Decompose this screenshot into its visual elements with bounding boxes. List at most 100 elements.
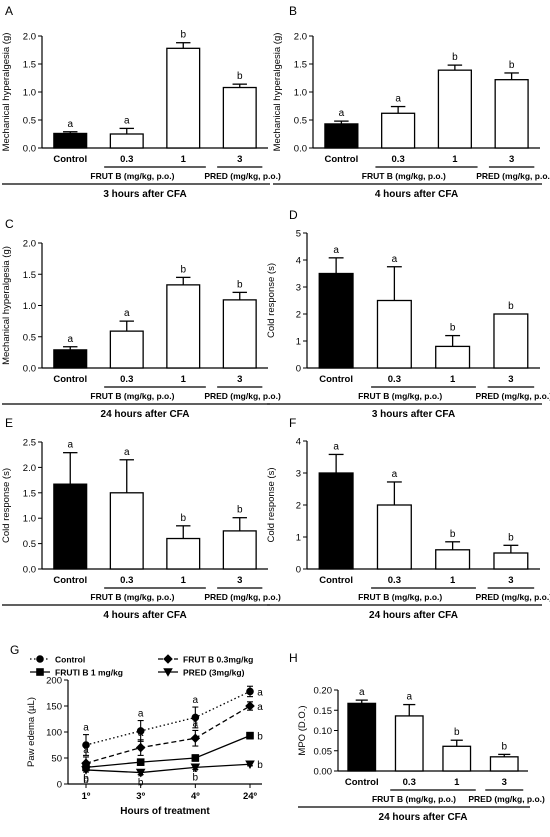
y-tick-label: 1.5 xyxy=(23,270,36,281)
x-tick-label: 24º xyxy=(243,791,258,802)
significance-letter: a xyxy=(67,440,73,451)
x-tick-label: 1 xyxy=(450,575,456,586)
point-marker xyxy=(136,758,145,766)
bar xyxy=(493,552,529,570)
group-label-pred: PRED (mg/kg, p.o.) xyxy=(468,794,545,804)
significance-letter: a xyxy=(257,702,263,713)
significance-letter: b xyxy=(193,772,199,783)
x-axis-label: Hours of treatment xyxy=(120,806,210,817)
y-tick-label: 1.5 xyxy=(23,60,36,71)
x-tick-label: 0.3 xyxy=(388,374,401,385)
point-marker xyxy=(190,733,201,744)
time-label: 4 hours after CFA xyxy=(103,610,186,621)
panel-letter: F xyxy=(289,416,296,430)
significance-letter: a xyxy=(392,469,398,480)
significance-letter: a xyxy=(406,692,412,703)
significance-letter: b xyxy=(508,532,514,543)
time-label: 3 hours after CFA xyxy=(103,189,186,200)
y-tick-label: 0.5 xyxy=(294,116,307,127)
significance-letter: b xyxy=(509,60,515,71)
panel-e: E 0.0 0.5 1.0 1.5 2.0 2.5 Cold response (s) a Con… xyxy=(1,416,281,621)
y-tick-label: 3 xyxy=(296,469,301,480)
significance-letter: a xyxy=(333,245,339,256)
significance-letter: b xyxy=(83,773,89,784)
significance-letter: b xyxy=(450,529,456,540)
x-tick-label: Control xyxy=(324,154,358,165)
x-tick-label: 3 xyxy=(502,777,507,788)
bar xyxy=(109,492,144,570)
y-tick-label: 1.0 xyxy=(23,514,36,525)
point-marker xyxy=(135,742,146,753)
time-label: 24 hours after CFA xyxy=(369,610,458,621)
x-tick-label: 1 xyxy=(181,154,187,165)
panel-letter: E xyxy=(5,416,13,430)
bar xyxy=(376,299,412,369)
point-marker xyxy=(36,668,44,676)
significance-letter: a xyxy=(83,745,89,756)
y-tick-label: 200 xyxy=(46,676,62,687)
y-tick-label: 1.5 xyxy=(294,60,307,71)
bar xyxy=(318,472,354,570)
panel-letter: A xyxy=(5,4,13,18)
bar xyxy=(53,132,88,149)
time-label: 4 hours after CFA xyxy=(375,189,458,200)
significance-letter: b xyxy=(180,264,186,275)
significance-letter: b xyxy=(257,732,263,743)
significance-letter: b xyxy=(180,513,186,524)
x-tick-label: 1 xyxy=(452,154,458,165)
group-label-frutb: FRUT B (mg/kg, p.o.) xyxy=(90,391,174,401)
bar xyxy=(222,530,257,570)
x-tick-label: 0.3 xyxy=(403,777,416,788)
significance-letter: b xyxy=(180,30,186,41)
panel-f: F 0 1 2 3 4 Cold response (s) a Control a 0.3 b 1 b 3 F… xyxy=(266,416,550,621)
significance-letter: a xyxy=(257,687,263,698)
x-tick-label: Control xyxy=(319,374,353,385)
bar xyxy=(53,483,88,570)
y-tick-label: 1 xyxy=(296,533,301,544)
y-tick-label: 1 xyxy=(296,337,301,348)
point-marker xyxy=(245,701,255,711)
bar xyxy=(324,123,359,149)
y-tick-label: 2.0 xyxy=(23,32,36,43)
y-tick-label: 0 xyxy=(296,565,301,576)
panel-d: D 0 1 2 3 4 5 Cold response (s) a Control a 0.3 b 1 b 3… xyxy=(266,208,550,420)
x-tick-label: 3 xyxy=(237,575,242,586)
panel-a: A 0.0 0.5 1.0 1.5 2.0 Mechanical hyperalgesia … xyxy=(1,4,281,200)
y-axis-label: Cold response (s) xyxy=(1,468,12,543)
bar xyxy=(318,272,354,369)
x-tick-label: 3 xyxy=(508,374,513,385)
bar xyxy=(489,756,519,772)
significance-letter: a xyxy=(138,709,144,720)
point-marker xyxy=(36,655,44,663)
y-tick-label: 0.20 xyxy=(314,686,333,697)
point-marker xyxy=(82,741,90,749)
significance-letter: a xyxy=(333,441,339,452)
y-tick-label: 4 xyxy=(296,437,301,448)
y-tick-label: 100 xyxy=(46,728,62,739)
bar xyxy=(394,715,424,772)
y-tick-label: 0.0 xyxy=(23,144,36,155)
y-tick-label: 0.0 xyxy=(23,565,36,576)
group-label-pred: PRED (mg/kg, p.o.) xyxy=(476,171,550,181)
bar xyxy=(53,349,88,369)
x-tick-label: 0.3 xyxy=(388,575,401,586)
bar xyxy=(435,549,471,570)
y-tick-label: 1.0 xyxy=(23,88,36,99)
bar xyxy=(347,702,377,772)
significance-letter: a xyxy=(392,254,398,265)
y-tick-label: 0.10 xyxy=(314,726,333,737)
y-axis-label: Mechanical hyperalgesia (g) xyxy=(272,33,283,152)
significance-letter: a xyxy=(67,334,73,345)
x-tick-label: Control xyxy=(53,374,87,385)
series-line xyxy=(85,763,251,774)
bar xyxy=(376,504,412,570)
significance-letter: a xyxy=(124,308,130,319)
panel-letter: C xyxy=(5,217,14,231)
bar xyxy=(435,345,471,369)
bar xyxy=(381,112,416,149)
y-tick-label: 0.0 xyxy=(294,144,307,155)
group-label-frutb: FRUT B (mg/kg, p.o.) xyxy=(372,794,456,804)
bar xyxy=(166,284,201,369)
x-tick-label: 3 xyxy=(508,575,513,586)
